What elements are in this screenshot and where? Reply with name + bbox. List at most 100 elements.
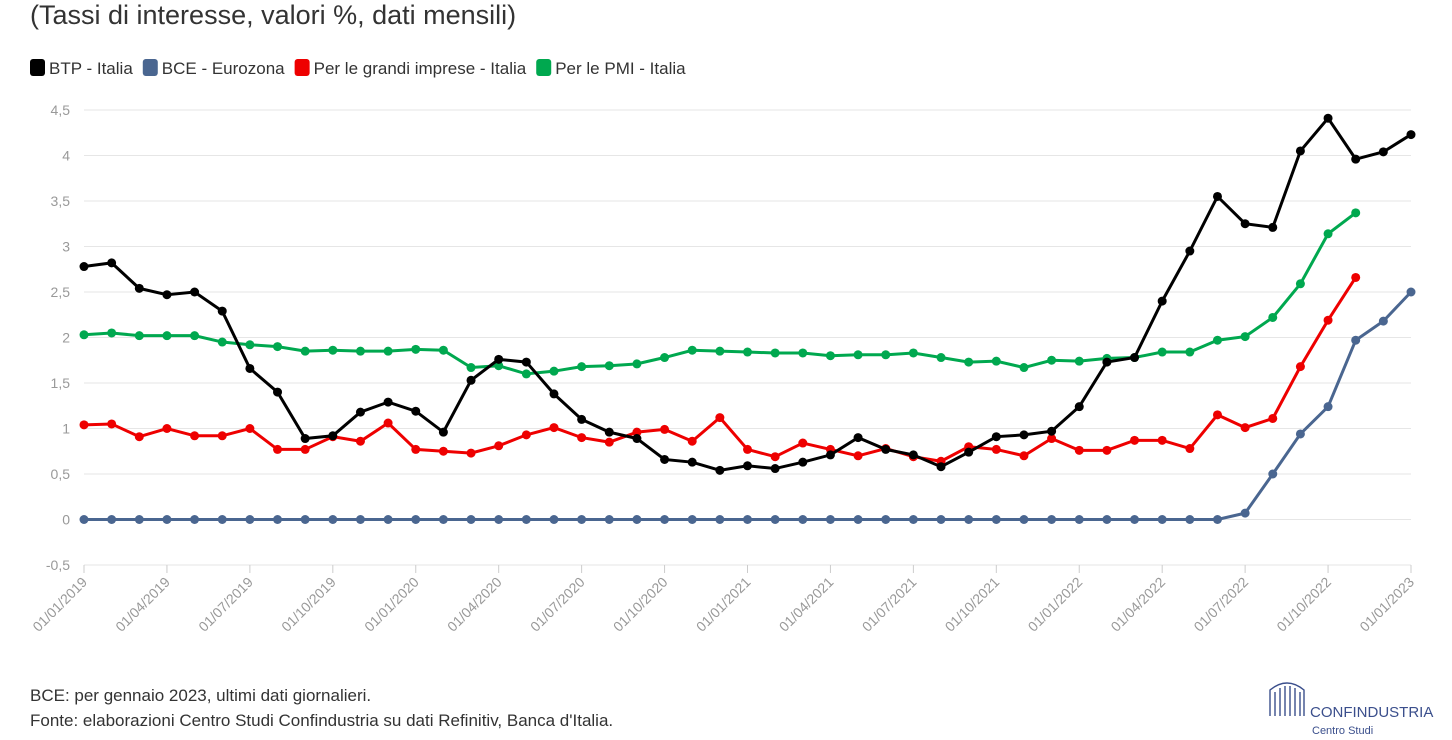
x-tick-label: 01/07/2021: [859, 574, 920, 635]
point: [604, 361, 614, 371]
x-tick-label: 01/10/2022: [1273, 574, 1334, 635]
point: [660, 454, 670, 464]
point: [853, 433, 863, 443]
point: [1268, 413, 1278, 423]
point: [936, 515, 946, 524]
point: [798, 457, 808, 467]
point: [162, 424, 172, 433]
point: [549, 515, 559, 524]
point: [1185, 515, 1195, 524]
point: [743, 461, 752, 471]
point: [715, 413, 725, 423]
y-tick-label: 2,5: [51, 284, 71, 300]
point: [1240, 508, 1250, 518]
point: [1074, 356, 1084, 366]
legend-swatch: [536, 59, 552, 76]
point: [936, 353, 946, 363]
point: [1047, 426, 1057, 436]
point: [300, 346, 310, 356]
point: [1295, 362, 1305, 372]
point: [79, 330, 89, 340]
point: [1295, 146, 1305, 156]
point: [1212, 335, 1222, 345]
point: [770, 348, 780, 358]
point: [411, 515, 421, 524]
series-line: [83, 276, 1357, 463]
point: [1157, 435, 1167, 445]
point: [134, 432, 144, 442]
x-tick-label: 01/01/2019: [29, 574, 90, 635]
point: [107, 515, 117, 524]
point: [936, 462, 946, 472]
x-tick-label: 01/01/2020: [361, 574, 422, 635]
logo-name: CONFINDUSTRIA: [1310, 704, 1433, 721]
x-tick-label: 01/04/2021: [776, 574, 837, 635]
point: [660, 424, 670, 434]
point: [1074, 445, 1084, 455]
legend-swatch: [294, 59, 310, 76]
point: [1130, 353, 1140, 363]
point: [1323, 315, 1333, 325]
point: [328, 431, 338, 441]
point: [1185, 347, 1195, 357]
point: [1406, 130, 1416, 140]
point: [549, 423, 559, 433]
point: [1268, 222, 1278, 232]
point: [1102, 515, 1112, 524]
point: [190, 431, 200, 441]
point: [577, 362, 587, 372]
point: [273, 387, 283, 397]
y-tick-label: 1,5: [51, 375, 71, 391]
point: [991, 356, 1001, 366]
point: [466, 375, 476, 385]
point: [245, 424, 255, 433]
x-tick-label: 01/01/2021: [693, 574, 754, 635]
point: [1240, 219, 1250, 229]
point: [383, 346, 393, 356]
point: [438, 345, 448, 355]
point: [798, 438, 808, 448]
point: [134, 283, 144, 293]
point: [190, 515, 200, 524]
chart-subtitle: (Tassi di interesse, valori %, dati mens…: [30, 0, 516, 30]
point: [438, 427, 448, 437]
point: [1185, 246, 1195, 256]
point: [660, 515, 670, 524]
point: [1240, 423, 1250, 433]
point: [383, 515, 393, 524]
point: [881, 444, 891, 454]
point: [991, 444, 1001, 454]
point: [908, 450, 918, 460]
legend-label: Per le grandi imprese - Italia: [314, 59, 527, 78]
point: [908, 348, 918, 358]
point: [411, 406, 421, 416]
point: [825, 450, 835, 460]
legend-label: Per le PMI - Italia: [555, 59, 686, 78]
point: [273, 444, 283, 454]
point: [1212, 515, 1222, 524]
point: [632, 434, 642, 444]
point: [273, 515, 283, 524]
point: [217, 515, 227, 524]
point: [107, 328, 117, 338]
point: [743, 515, 752, 524]
point: [577, 515, 587, 524]
point: [1019, 430, 1029, 440]
point: [549, 389, 559, 399]
point: [245, 515, 255, 524]
point: [1378, 316, 1388, 326]
point: [743, 347, 752, 357]
point: [1074, 515, 1084, 524]
point: [162, 290, 172, 300]
note: BCE: per gennaio 2023, ultimi dati giorn…: [30, 686, 371, 705]
point: [798, 515, 808, 524]
point: [521, 515, 531, 524]
point: [190, 331, 200, 341]
x-tick-label: 01/01/2022: [1025, 574, 1086, 635]
point: [715, 346, 725, 356]
point: [245, 340, 255, 350]
point: [411, 444, 421, 454]
point: [1019, 515, 1029, 524]
point: [798, 348, 808, 358]
